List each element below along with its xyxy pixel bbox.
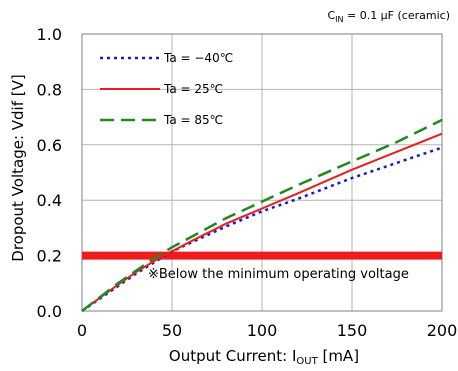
series-line-minus40 <box>81 146 443 313</box>
y-tick-label: 0.6 <box>37 136 62 155</box>
legend-label: Ta = 85℃ <box>163 113 223 127</box>
y-tick-label: 0.0 <box>37 302 62 321</box>
x-tick-label: 0 <box>77 321 87 340</box>
x-tick-label: 150 <box>337 321 368 340</box>
legend-label: Ta = −40℃ <box>163 51 233 65</box>
y-tick-labels: 0.0 0.2 0.4 0.6 0.8 1.0 <box>37 25 62 321</box>
y-tick-label: 0.4 <box>37 191 62 210</box>
threshold-annotation: ※Below the minimum operating voltage <box>148 267 409 282</box>
y-tick-label: 1.0 <box>37 25 62 44</box>
plot-area-border <box>81 33 443 312</box>
legend: Ta = −40℃ Ta = 25℃ Ta = 85℃ <box>100 51 233 127</box>
y-axis-title: Dropout Voltage: Vdif [V] <box>9 74 27 261</box>
legend-label: Ta = 25℃ <box>163 82 223 96</box>
x-tick-labels: 0 50 100 150 200 <box>77 321 457 340</box>
x-axis-title: Output Current: IOUT [mA] <box>169 347 359 367</box>
y-tick-label: 0.2 <box>37 247 62 266</box>
condition-label-subscript: IN <box>335 15 343 24</box>
y-tick-label: 0.8 <box>37 80 62 99</box>
x-axis-title-subscript: OUT <box>296 356 318 367</box>
x-tick-label: 200 <box>427 321 458 340</box>
x-tick-label: 100 <box>247 321 278 340</box>
condition-label: CIN = 0.1 μF (ceramic) <box>327 9 450 24</box>
series-line-85 <box>81 118 443 312</box>
series-layer <box>81 118 443 313</box>
x-tick-label: 50 <box>162 321 182 340</box>
